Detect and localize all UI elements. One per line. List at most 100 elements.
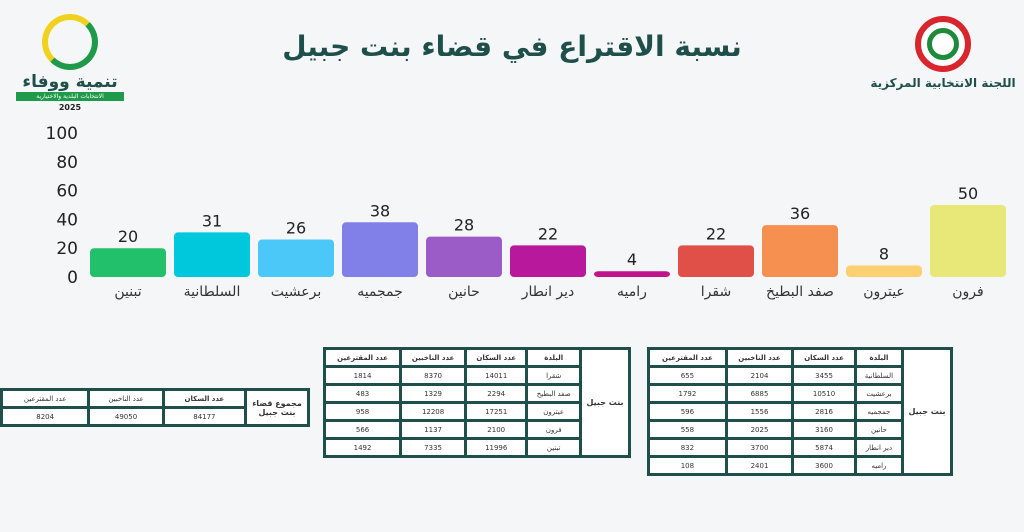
- table-row: عيترون 17251 12208 958: [326, 404, 628, 419]
- table-cell: 2100: [467, 422, 526, 437]
- logo-subtitle: الانتخابات البلدية والاختيارية: [16, 92, 124, 101]
- data-label: 22: [538, 224, 558, 243]
- bar: [510, 245, 586, 277]
- table-row: صفد البطيخ 2294 1329 483: [326, 386, 628, 401]
- table-cell: 1329: [402, 386, 465, 401]
- table-cell: 3700: [727, 440, 792, 455]
- table-cell: 12208: [402, 404, 465, 419]
- x-tick-label: جمجميه: [357, 284, 403, 300]
- table-cell: 5874: [794, 440, 854, 455]
- data-label: 36: [790, 204, 810, 223]
- villages-table-2: بنت جبيل البلدة عدد السكان عدد الناخبين عدد …: [647, 347, 953, 476]
- table-cell: 11996: [467, 440, 526, 455]
- data-label: 20: [118, 227, 138, 246]
- table-cell: 832: [650, 440, 725, 455]
- table-cell: دير انطار: [856, 440, 901, 455]
- data-label: 31: [202, 211, 222, 230]
- table-cell: 1814: [326, 368, 400, 383]
- x-tick-label: راميه: [617, 284, 647, 300]
- table-cell: 8370: [402, 368, 465, 383]
- y-tick-label: 60: [56, 182, 78, 202]
- bar: [174, 232, 250, 277]
- y-tick-label: 20: [56, 239, 78, 259]
- table-row: 84177 49050 8204: [3, 409, 307, 424]
- y-tick-label: 80: [56, 153, 78, 173]
- table-cell: 3160: [794, 422, 854, 437]
- table-cell: راميه: [856, 458, 901, 473]
- table-cell: 558: [650, 422, 725, 437]
- table-row: تبنين 11996 7335 1492: [326, 440, 628, 455]
- y-tick-label: 100: [46, 124, 78, 144]
- bar: [762, 225, 838, 277]
- table-cell: 8204: [3, 409, 88, 424]
- data-label: 8: [879, 244, 889, 263]
- x-tick-label: شقرا: [701, 284, 731, 300]
- table-header-row: مجموع قضاء بنت جبيل عدد السكان عدد الناخبي…: [3, 391, 307, 424]
- table-cell: 483: [326, 386, 400, 401]
- x-tick-label: فرون: [952, 284, 983, 300]
- column-header: البلدة: [856, 350, 901, 365]
- x-tick-label: حانين: [448, 284, 480, 300]
- tanmia-wafaa-logo: تنمية ووفاء الانتخابات البلدية والاختيار…: [10, 14, 130, 116]
- turnout-bar-chart: 0 20 40 60 80 100 20 تبنين 31 السلطانية 26 برعشيت 38…: [46, 124, 1006, 300]
- bar: [594, 271, 670, 277]
- data-label: 4: [627, 250, 637, 269]
- table-cell: 566: [326, 422, 400, 437]
- table-cell: حانين: [856, 422, 901, 437]
- column-header: عدد السكان: [467, 350, 526, 365]
- y-tick-label: 40: [56, 210, 78, 230]
- table-cell: صفد البطيخ: [528, 386, 579, 401]
- committee-seal-icon: [915, 16, 971, 72]
- bar: [930, 205, 1006, 277]
- bar: [426, 236, 502, 277]
- table-cell: 2294: [467, 386, 526, 401]
- data-label: 26: [286, 219, 306, 238]
- table-cell: 1137: [402, 422, 465, 437]
- logo-year: 2025: [58, 103, 82, 112]
- table-cell: شقرا: [528, 368, 579, 383]
- table-cell: 108: [650, 458, 725, 473]
- table-cell: 1556: [727, 404, 792, 419]
- bar: [846, 265, 922, 277]
- district-cell: بنت جبيل: [904, 350, 950, 473]
- table-cell: 2104: [727, 368, 792, 383]
- district-cell: بنت جبيل: [582, 350, 628, 455]
- table-cell: 3600: [794, 458, 854, 473]
- villages-table-1: بنت جبيل البلدة عدد السكان عدد الناخبين عدد …: [323, 347, 631, 458]
- table-row: السلطانية 3455 2104 655: [650, 368, 950, 383]
- data-label: 50: [958, 184, 978, 203]
- table-header-row: بنت جبيل البلدة عدد السكان عدد الناخبين عدد …: [650, 350, 950, 473]
- table-row: شقرا 14011 8370 1814: [326, 368, 628, 383]
- table-cell: 2816: [794, 404, 854, 419]
- ballot-logo-icon: [42, 14, 98, 70]
- table-cell: 17251: [467, 404, 526, 419]
- logo-name: تنمية ووفاء: [22, 72, 118, 92]
- bar: [258, 239, 334, 277]
- district-summary-table: مجموع قضاء بنت جبيل عدد السكان عدد الناخبي…: [0, 388, 310, 427]
- table-row: برعشيت 10510 6885 1792: [650, 386, 950, 401]
- table-cell: 958: [326, 404, 400, 419]
- y-tick-label: 0: [67, 268, 78, 288]
- data-label: 38: [370, 201, 390, 220]
- table-cell: 655: [650, 368, 725, 383]
- table-cell: 10510: [794, 386, 854, 401]
- x-tick-label: برعشيت: [271, 284, 321, 300]
- table-cell: السلطانية: [856, 368, 901, 383]
- table-cell: فرون: [528, 422, 579, 437]
- table-cell: 596: [650, 404, 725, 419]
- table-cell: 2025: [727, 422, 792, 437]
- x-tick-label: تبنين: [114, 284, 141, 300]
- table-cell: 2401: [727, 458, 792, 473]
- column-header: عدد المقترعين: [326, 350, 400, 365]
- table-cell: 7335: [402, 440, 465, 455]
- data-label: 28: [454, 216, 474, 235]
- table-row: فرون 2100 1137 566: [326, 422, 628, 437]
- table-cell: 1492: [326, 440, 400, 455]
- table-cell: جمجميه: [856, 404, 901, 419]
- table-cell: 3455: [794, 368, 854, 383]
- column-header: عدد السكان: [794, 350, 854, 365]
- bar: [678, 245, 754, 277]
- table-row: جمجميه 2816 1556 596: [650, 404, 950, 419]
- committee-name: اللجنة الانتخابية المركزية: [870, 76, 1016, 90]
- column-header: عدد المقترعين: [650, 350, 725, 365]
